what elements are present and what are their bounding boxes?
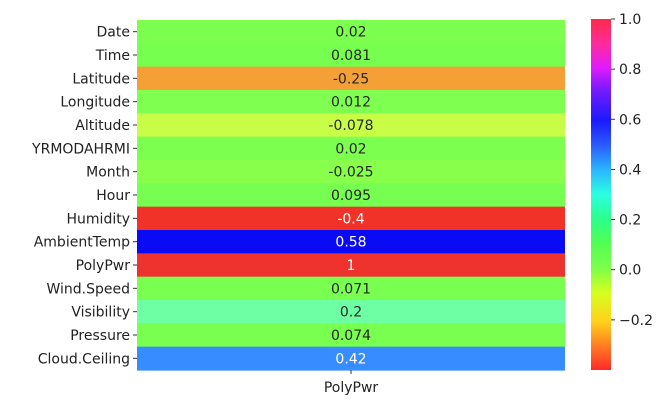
cell-cloud-ceiling [137, 346, 565, 371]
row-label-humidity: Humidity [67, 211, 130, 227]
cell-value-wind-speed: 0.071 [331, 281, 371, 297]
cell-visibility [137, 300, 565, 324]
row-label-longitude: Longitude [60, 95, 130, 111]
cell-value-cloud-ceiling: 0.42 [335, 351, 366, 367]
cell-value-hour: 0.095 [331, 188, 371, 204]
colorbar-ticks: −0.2 0.0 0.2 0.4 0.6 0.8 1.0 [611, 12, 653, 329]
cell-month [137, 160, 565, 184]
colorbar-tick-label: −0.2 [619, 313, 653, 329]
cell-value-altitude: -0.078 [328, 118, 373, 134]
cell-polypwr [137, 253, 565, 278]
heatmap-cells: 0.02 0.081 -0.25 0.012 -0.078 0.02 -0.025 0.095… [137, 20, 565, 371]
cell-value-visibility: 0.2 [340, 305, 362, 321]
cell-value-date: 0.02 [335, 25, 366, 41]
cell-humidity [137, 206, 565, 231]
row-label-yrmodahrmi: YRMODAHRMI [31, 141, 130, 157]
column-label: PolyPwr [324, 380, 379, 396]
row-label-wind-speed: Wind.Speed [46, 281, 130, 297]
row-label-latitude: Latitude [72, 71, 130, 87]
cell-longitude [137, 90, 565, 114]
cell-value-time: 0.081 [331, 48, 371, 64]
cell-value-month: -0.025 [328, 165, 373, 181]
row-label-polypwr: PolyPwr [76, 258, 131, 274]
colorbar-tick-label: 1.0 [619, 12, 641, 28]
cell-value-latitude: -0.25 [333, 71, 369, 87]
cell-time [137, 43, 565, 68]
row-label-month: Month [86, 165, 130, 181]
column-labels: PolyPwr [324, 370, 379, 396]
cell-value-pressure: 0.074 [331, 328, 371, 344]
cell-date [137, 20, 565, 44]
row-label-date: Date [97, 25, 130, 41]
cell-pressure [137, 323, 565, 348]
cell-altitude [137, 113, 565, 138]
row-label-time: Time [95, 48, 130, 64]
colorbar-tick-label: 0.0 [619, 263, 641, 279]
row-label-ambienttemp: AmbientTemp [34, 235, 130, 251]
cell-wind-speed [137, 276, 565, 301]
cell-hour [137, 183, 565, 208]
colorbar-tick-label: 0.8 [619, 62, 641, 78]
cell-value-polypwr: 1 [347, 258, 356, 274]
cell-value-ambienttemp: 0.58 [335, 235, 366, 251]
colorbar-tick-label: 0.6 [619, 112, 641, 128]
cell-yrmodahrmi [137, 136, 565, 161]
row-label-cloud-ceiling: Cloud.Ceiling [38, 351, 130, 367]
row-label-hour: Hour [96, 188, 130, 204]
row-label-visibility: Visibility [71, 305, 130, 321]
cell-value-longitude: 0.012 [331, 95, 371, 111]
cell-ambienttemp [137, 230, 565, 254]
cell-latitude [137, 66, 565, 91]
colorbar-tick-label: 0.4 [619, 162, 641, 178]
row-label-pressure: Pressure [70, 328, 130, 344]
cell-value-humidity: -0.4 [337, 211, 364, 227]
row-label-altitude: Altitude [75, 118, 130, 134]
colorbar [591, 19, 611, 370]
row-labels: Date Time Latitude Longitude Altitude YRMODAH… [31, 25, 137, 367]
cell-value-yrmodahrmi: 0.02 [335, 141, 366, 157]
colorbar-tick-label: 0.2 [619, 213, 641, 229]
